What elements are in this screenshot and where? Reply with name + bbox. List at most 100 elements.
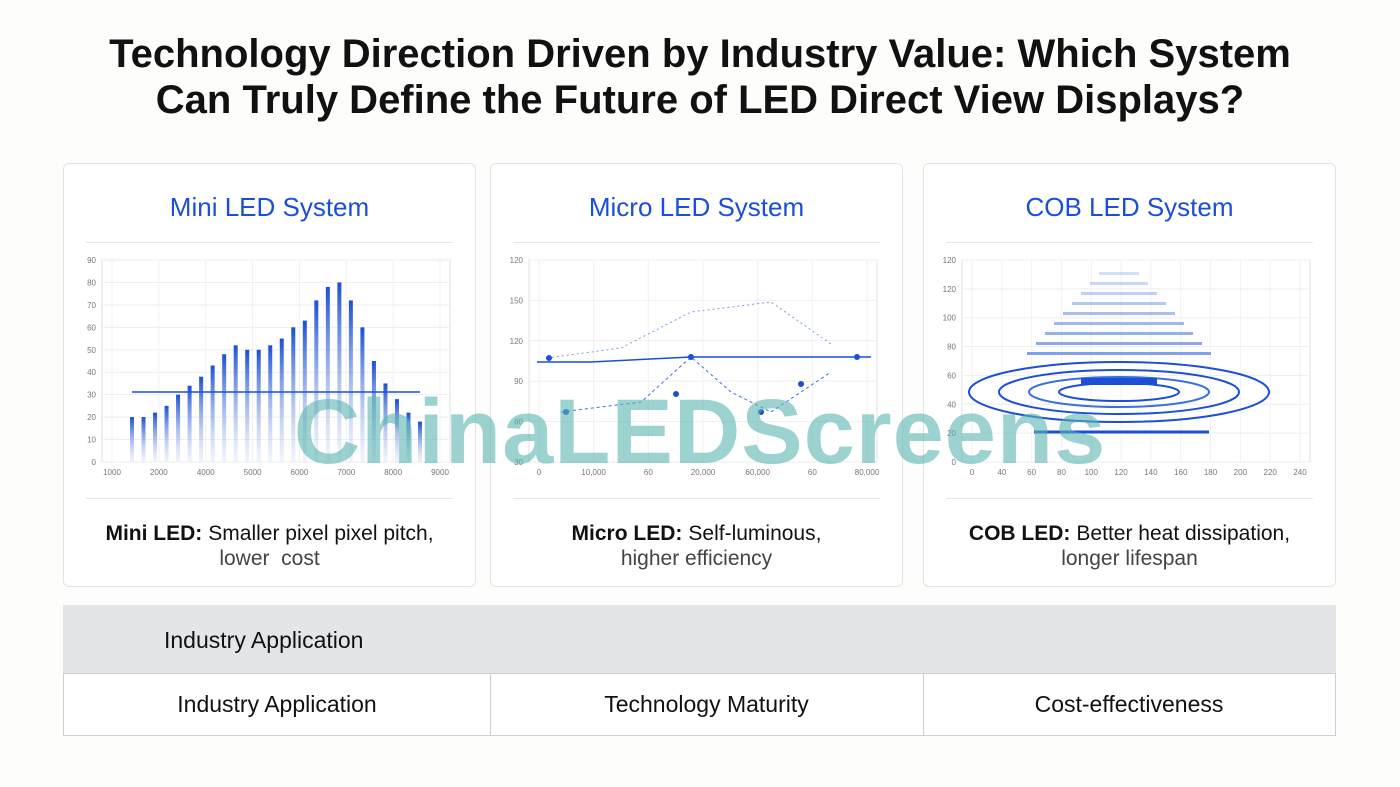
y-tick-label: 40 (87, 368, 96, 377)
y-tick-label: 20 (947, 429, 956, 438)
y-tick-label: 30 (87, 391, 96, 400)
layer (1054, 322, 1184, 325)
cell: Technology Maturity (490, 674, 924, 735)
chart-illustration: 30 60 90 120 150 120 0 10,000 60 20,000 60,000 60 80… (510, 256, 880, 477)
x-tick-label: 1000 (103, 468, 121, 477)
bar (256, 349, 261, 462)
bar (371, 361, 376, 462)
layer (1072, 302, 1166, 305)
bar (268, 345, 273, 462)
caption-line: longer lifespan (1061, 547, 1198, 570)
bar (406, 412, 411, 462)
caption-label: Micro LED: (571, 522, 683, 545)
cell: Industry Application (64, 674, 491, 735)
caption: Mini LED: Smaller pixel pixel pitch, lower… (64, 521, 475, 571)
y-tick-label: 150 (510, 296, 524, 305)
y-tick-label: 0 (92, 458, 97, 467)
caption-text: Better heat dissipation, (1076, 522, 1291, 545)
bar (394, 399, 399, 462)
caption: COB LED: Better heat dissipation, longer l… (924, 521, 1335, 571)
card: Mini LED System 0 10 20 30 40 50 60 70 80 90 1000 20… (63, 163, 476, 587)
caption-text: Self-luminous, (688, 522, 822, 545)
card-title: Mini LED System (169, 192, 370, 222)
y-tick-label: 120 (510, 256, 524, 265)
curve (537, 356, 871, 363)
y-tick-label: 120 (943, 285, 957, 294)
x-tick-label: 4000 (197, 468, 215, 477)
bar (199, 376, 204, 462)
x-tick-label: 140 (1144, 468, 1158, 477)
layer (1099, 272, 1139, 275)
curve (560, 356, 832, 413)
y-tick-label: 90 (514, 377, 523, 386)
x-tick-label: 20,000 (691, 468, 716, 477)
watermark: ChinaLEDScreens (293, 381, 1107, 483)
bar (337, 282, 342, 462)
x-tick-label: 2000 (150, 468, 168, 477)
curve (546, 301, 832, 359)
y-tick-label: 100 (943, 314, 957, 323)
x-tick-label: 60 (644, 468, 653, 477)
x-tick-label: 120 (1114, 468, 1128, 477)
bar (291, 327, 296, 462)
core (1081, 378, 1157, 385)
caption-label: Mini LED: (105, 522, 203, 545)
bar (383, 383, 388, 462)
ring (998, 369, 1240, 415)
card-title: Micro LED System (588, 192, 805, 222)
y-tick-label: 20 (87, 413, 96, 422)
title-line: Technology Direction Driven by Industry … (109, 32, 1291, 76)
x-tick-label: 60 (1027, 468, 1036, 477)
separator (513, 498, 880, 499)
caption-label: COB LED: (968, 522, 1071, 545)
caption-line: lower cost (219, 547, 320, 570)
x-tick-label: 5000 (244, 468, 262, 477)
card: COB LED System 0 20 40 60 80 100 120 120 0 40 60 80 1… (923, 163, 1336, 587)
bar (348, 300, 353, 462)
caption-line: Micro LED: Self-luminous, (491, 521, 902, 546)
x-tick-label: 40 (997, 468, 1006, 477)
x-tick-label: 100 (1085, 468, 1099, 477)
bar (187, 385, 192, 462)
caption-text: Smaller pixel pixel pitch, (208, 522, 434, 545)
table-header: Industry Application (63, 605, 1336, 673)
x-tick-label: 180 (1204, 468, 1218, 477)
y-tick-label: 80 (947, 343, 956, 352)
y-tick-label: 60 (87, 323, 96, 332)
dot (673, 391, 679, 397)
x-tick-label: 220 (1264, 468, 1278, 477)
bar (233, 345, 238, 462)
bar (279, 338, 284, 462)
layer (1081, 292, 1157, 295)
y-tick-label: 70 (87, 301, 96, 310)
header-text: Industry Application (164, 627, 364, 653)
x-tick-label: 9000 (431, 468, 449, 477)
x-tick-label: 8000 (384, 468, 402, 477)
y-tick-label: 10 (87, 436, 96, 445)
dot (688, 354, 694, 360)
y-tick-label: 0 (952, 458, 957, 467)
x-tick-label: 200 (1234, 468, 1248, 477)
ring (968, 361, 1270, 423)
y-tick-label: 120 (510, 337, 524, 346)
dot (758, 409, 764, 415)
bar (130, 417, 134, 462)
bar (176, 394, 181, 462)
cell: Cost-effectiveness (1034, 691, 1224, 717)
caption-line: higher efficiency (620, 547, 773, 570)
dot (854, 354, 860, 360)
separator (513, 242, 880, 243)
x-tick-label: 7000 (337, 468, 355, 477)
x-tick-label: 60,000 (745, 468, 770, 477)
chart-illustration: 0 20 40 60 80 100 120 120 0 40 60 80 100 120 140 160 180… (943, 256, 1311, 477)
separator (946, 242, 1313, 243)
x-tick-label: 60 (808, 468, 817, 477)
y-tick-label: 30 (514, 458, 523, 467)
bar (325, 286, 330, 462)
bar (153, 412, 158, 462)
bar (141, 417, 146, 462)
title-line: Can Truly Define the Future of LED Direc… (155, 78, 1245, 122)
chart-illustration: 0 10 20 30 40 50 60 70 80 90 1000 2000 4000 5000 6000 7… (87, 256, 451, 477)
dot (563, 409, 569, 415)
layer (1090, 282, 1148, 285)
